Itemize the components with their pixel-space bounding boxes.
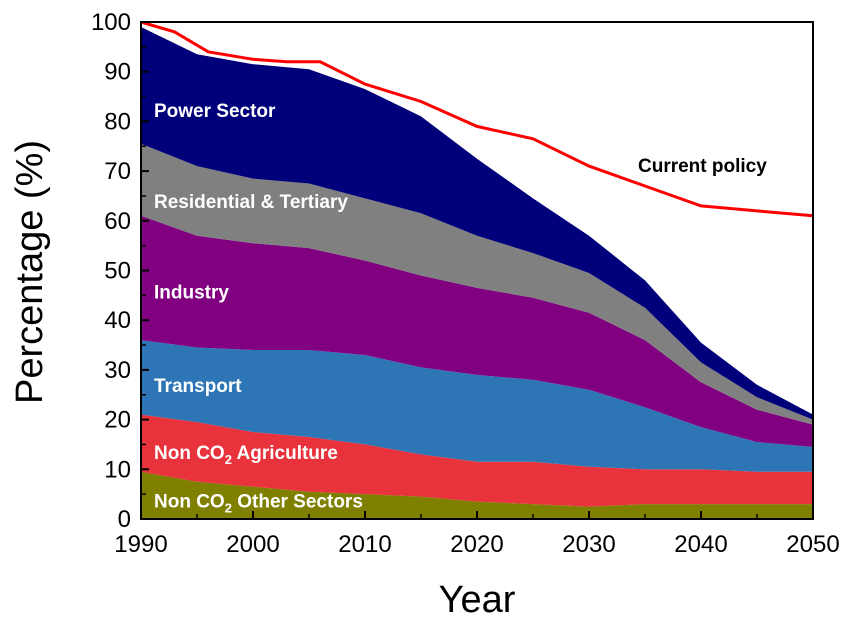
area-series-3 <box>141 215 813 447</box>
y-tick-label: 30 <box>104 357 131 384</box>
area-series-2 <box>141 340 813 472</box>
area-layers <box>141 27 813 519</box>
y-tick-label: 100 <box>91 9 131 36</box>
y-tick-label: 50 <box>104 258 131 285</box>
area-series-1 <box>141 414 813 507</box>
y-tick-label: 10 <box>104 456 131 483</box>
x-tick-label: 2040 <box>674 531 727 558</box>
area-series-5 <box>141 27 813 420</box>
area-series-4 <box>141 143 813 425</box>
y-axis: 0 10 20 30 40 50 60 70 80 90 100 <box>91 9 149 533</box>
x-tick-label: 2020 <box>450 531 503 558</box>
series-labels: Non CO2 Other Sectors Non CO2 Agriculture… <box>154 101 767 515</box>
series-label: Non CO2 Agriculture <box>154 443 338 467</box>
series-label: Power Sector <box>154 101 276 122</box>
y-tick-label: 40 <box>104 307 131 334</box>
x-tick-label: 2050 <box>786 531 839 558</box>
x-axis-title: Year <box>439 579 516 621</box>
series-label: Industry <box>154 283 229 304</box>
current-policy-line <box>141 22 813 218</box>
x-tick-label: 2000 <box>226 531 279 558</box>
y-tick-label: 60 <box>104 208 131 235</box>
series-label: Transport <box>154 376 242 397</box>
y-tick-label: 20 <box>104 407 131 434</box>
y-tick-label: 90 <box>104 59 131 86</box>
series-label: Residential & Tertiary <box>154 192 348 213</box>
series-label: Non CO2 Other Sectors <box>154 491 363 515</box>
x-tick-label: 2010 <box>338 531 391 558</box>
y-tick-label: 80 <box>104 108 131 135</box>
x-tick-label: 2030 <box>562 531 615 558</box>
y-tick-label: 70 <box>104 158 131 185</box>
y-tick-label: 0 <box>118 506 131 533</box>
x-tick-label: 1990 <box>114 531 167 558</box>
y-axis-title: Percentage (%) <box>9 140 51 404</box>
policy-lines <box>141 22 813 218</box>
x-axis: 1990 2000 2010 2020 2030 2040 2050 <box>114 511 840 558</box>
area-series-0 <box>141 471 813 519</box>
current-policy-label: Current policy <box>638 156 767 177</box>
